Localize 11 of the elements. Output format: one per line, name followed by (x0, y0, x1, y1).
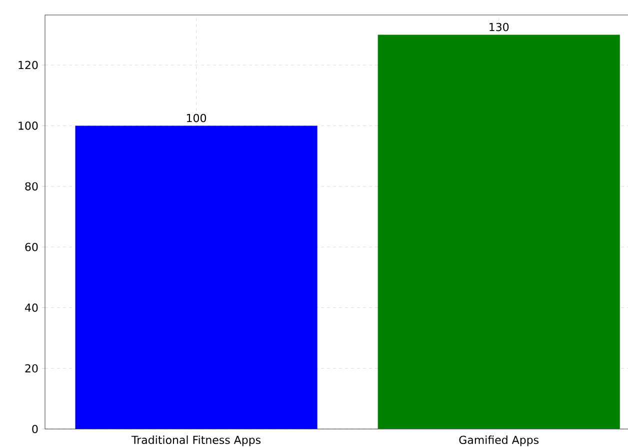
y-tick-label: 20 (25, 364, 38, 372)
data-label: 130 (490, 22, 509, 32)
x-tick-label: Gamified Apps (459, 436, 539, 446)
y-tick-label: 100 (18, 122, 38, 130)
y-tick-label: 40 (25, 304, 38, 312)
y-tick-label: 60 (25, 242, 38, 252)
y-tick-label: 120 (18, 60, 38, 70)
x-tick-label: Traditional Fitness Apps (131, 436, 261, 446)
data-label: 100 (186, 114, 206, 122)
y-tick-label: 0 (32, 424, 38, 434)
y-tick-label: 80 (25, 182, 38, 191)
